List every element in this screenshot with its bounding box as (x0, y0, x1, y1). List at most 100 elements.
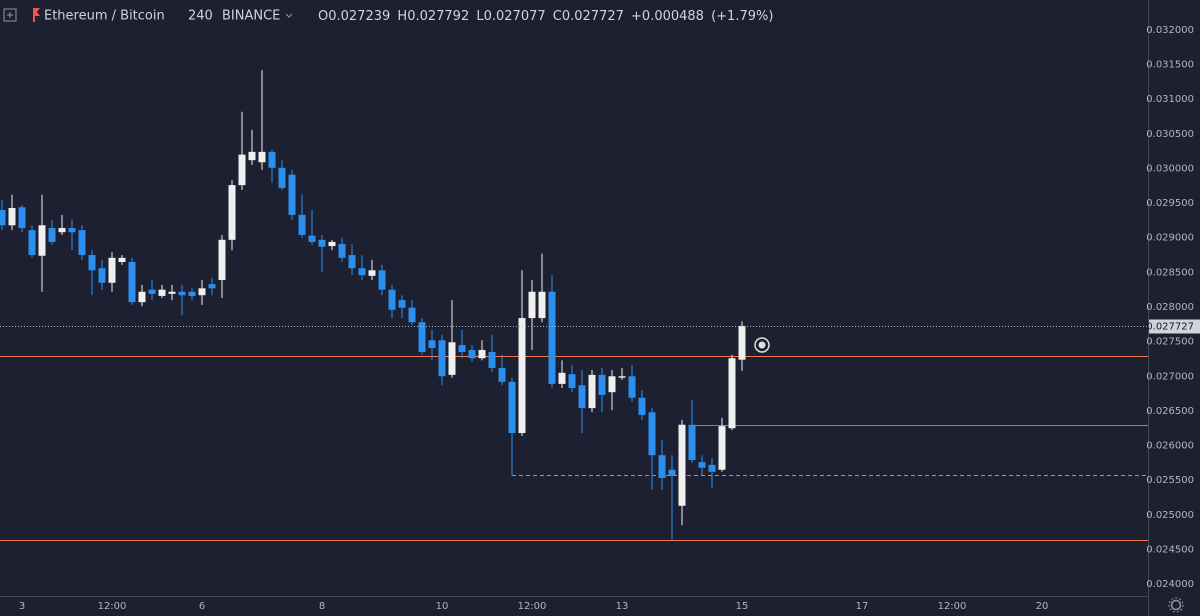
ohlc-label: C (553, 9, 562, 24)
candle-body (398, 300, 406, 308)
candle-body (438, 340, 446, 377)
candle-body (28, 230, 36, 256)
x-tick-label: 12:00 (518, 601, 547, 612)
y-tick-label: 0.028500 (1146, 267, 1194, 278)
candle-body (208, 284, 216, 289)
x-tick-label: 13 (616, 601, 629, 612)
candle-body (218, 239, 226, 280)
candle-body (328, 241, 336, 247)
y-tick-label: 0.028000 (1146, 302, 1194, 313)
candle-body (738, 325, 746, 360)
candle-body (158, 289, 166, 296)
candle-body (308, 235, 316, 242)
last-price-tag (1149, 319, 1200, 334)
change-percent: (+1.79%) (711, 9, 773, 24)
candle-body (418, 322, 426, 353)
candle-body (648, 412, 656, 456)
settings-icon[interactable] (1168, 597, 1184, 613)
candle-body (618, 376, 626, 378)
y-tick-label: 0.027500 (1146, 337, 1194, 348)
change: +0.000488 (631, 9, 704, 24)
y-tick-label: 0.026000 (1146, 441, 1194, 452)
x-tick-label: 10 (436, 601, 449, 612)
candle-body (558, 372, 566, 384)
candle-body (88, 255, 96, 271)
candle-body (168, 291, 176, 294)
interval[interactable]: 240 (188, 9, 213, 24)
symbol-title[interactable]: Ethereum / Bitcoin (44, 9, 165, 24)
candle-body (228, 185, 236, 240)
candle-body (358, 268, 366, 276)
y-tick-label: 0.024500 (1146, 544, 1194, 555)
candle-body (488, 352, 496, 368)
target-icon (754, 337, 770, 353)
candle-body (0, 210, 6, 226)
plot-area (0, 70, 1148, 541)
candle-body (148, 289, 156, 294)
candle-body (668, 469, 676, 476)
candle-body (338, 243, 346, 258)
candle-body (448, 342, 456, 375)
y-tick-label: 0.032000 (1146, 25, 1194, 36)
candle-body (128, 261, 136, 303)
y-tick-label: 0.025500 (1146, 475, 1194, 486)
candle-body (388, 289, 396, 310)
axes: 0.024000 0.024500 0.025000 0.025500 0.026000… (19, 25, 1200, 612)
ohlc-label: O (318, 9, 328, 24)
candle-body (688, 424, 696, 461)
candle-body (468, 349, 476, 359)
candle-body (368, 270, 376, 276)
candle-body (58, 228, 66, 233)
y-tick-label: 0.030000 (1146, 163, 1194, 174)
chevron[interactable] (285, 13, 293, 18)
candle-body (408, 307, 416, 323)
candle-body (298, 214, 306, 235)
y-tick-label: 0.031500 (1146, 60, 1194, 71)
candle-body (78, 230, 86, 256)
x-tick-label: 6 (199, 601, 205, 612)
ohlc-value: 0.027727 (562, 9, 624, 24)
candle-body (68, 228, 76, 233)
y-tick-label: 0.027000 (1146, 371, 1194, 382)
candle-body (108, 257, 116, 283)
candle-body (498, 367, 506, 382)
x-tick-label: 15 (736, 601, 749, 612)
y-tick-label: 0.029500 (1146, 198, 1194, 209)
x-tick-label: 20 (1036, 601, 1049, 612)
candle-body (718, 426, 726, 470)
ohlc-label: H (397, 9, 407, 24)
x-tick-label: 17 (856, 601, 869, 612)
candle-body (178, 291, 186, 296)
candle-body (258, 151, 266, 163)
candle-body (508, 381, 516, 434)
candle-body (578, 385, 586, 409)
expand-icon[interactable] (3, 8, 17, 22)
candle-body (528, 291, 536, 319)
ohlc-value: 0.027792 (407, 9, 469, 24)
ohlc-value: 0.027077 (484, 9, 546, 24)
candle-body (98, 268, 106, 283)
candle-body (348, 255, 356, 269)
candle-body (478, 349, 486, 359)
candle-body (608, 376, 616, 393)
candle-body (268, 151, 276, 168)
y-tick-label: 0.030500 (1146, 129, 1194, 140)
candle-body (708, 464, 716, 472)
candle-body (628, 376, 636, 398)
x-tick-label: 8 (319, 601, 325, 612)
candle-body (318, 239, 326, 247)
y-tick-label: 0.026500 (1146, 406, 1194, 417)
x-tick-label: 12:00 (98, 601, 127, 612)
last-price-label: 0.027727 (1146, 322, 1194, 333)
candle-body (538, 291, 546, 319)
candle-body (18, 207, 26, 229)
candle-body (278, 167, 286, 188)
candle-body (458, 345, 466, 353)
ohlc-legend: O0.027239 H0.027792 L0.027077 C0.027727 … (318, 9, 773, 24)
candle-body (678, 424, 686, 506)
y-tick-label: 0.029000 (1146, 233, 1194, 244)
candle-body (728, 358, 736, 429)
candle-body (48, 228, 56, 242)
